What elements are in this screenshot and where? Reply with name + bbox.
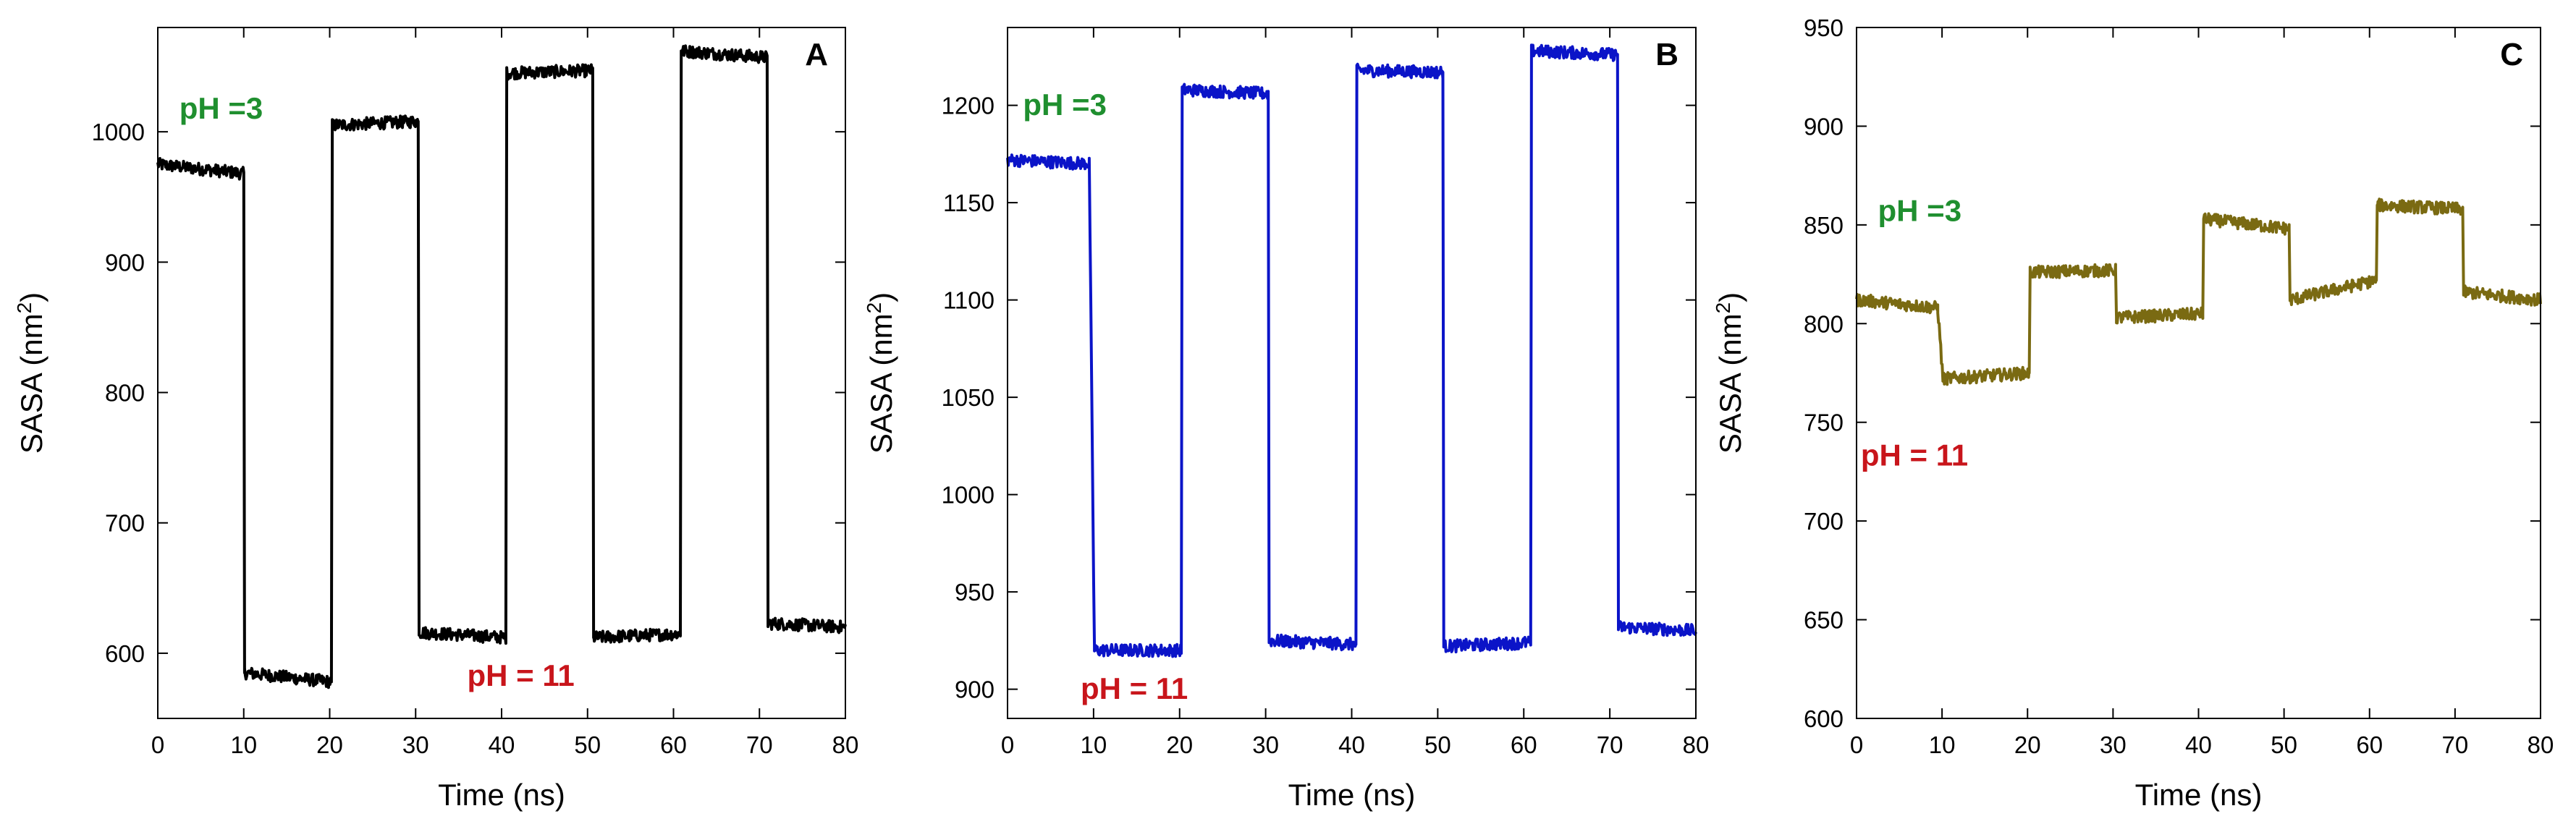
x-axis-label: Time (ns): [1288, 778, 1416, 812]
x-tick-label: 30: [1252, 731, 1279, 758]
x-tick-label: 10: [230, 731, 257, 758]
x-tick-label: 60: [2356, 731, 2383, 758]
y-tick-label: 800: [105, 380, 145, 407]
y-axis-label-superscript: 2: [863, 302, 885, 314]
x-tick-label: 40: [1338, 731, 1365, 758]
y-axis-label-main: SASA (nm: [14, 313, 48, 454]
y-tick-label: 600: [1804, 705, 1844, 732]
x-tick-label: 40: [2185, 731, 2212, 758]
y-tick-label: 700: [1804, 508, 1844, 535]
x-tick-label: 0: [151, 731, 164, 758]
y-axis-label-tail: ): [864, 292, 898, 302]
x-tick-label: 50: [2271, 731, 2297, 758]
x-tick-label: 10: [1929, 731, 1956, 758]
y-axis-label: SASA (nm2): [863, 292, 899, 454]
y-tick-label: 1050: [942, 384, 994, 411]
y-tick-label: 600: [105, 640, 145, 667]
y-tick-label: 950: [955, 579, 994, 606]
x-tick-label: 80: [832, 731, 859, 758]
y-axis-label-superscript: 2: [13, 302, 35, 314]
x-tick-label: 20: [316, 731, 343, 758]
x-tick-label: 10: [1081, 731, 1107, 758]
y-tick-label: 900: [105, 249, 145, 276]
y-tick-label: 850: [1804, 212, 1844, 239]
y-tick-label: 1000: [92, 119, 145, 145]
x-tick-label: 70: [1597, 731, 1623, 758]
plot-frame: [1007, 27, 1697, 719]
x-tick-label: 30: [402, 731, 429, 758]
y-tick-label: 650: [1804, 607, 1844, 634]
annotation-ph-3: pH =3: [1023, 88, 1107, 122]
series-line-sasa: [1006, 43, 1697, 658]
x-tick-label: 0: [1850, 731, 1863, 758]
y-axis-label-main: SASA (nm: [864, 313, 898, 454]
x-tick-label: 50: [1424, 731, 1451, 758]
panel-label: C: [2500, 37, 2523, 72]
y-tick-label: 1000: [942, 482, 994, 509]
x-tick-label: 80: [2528, 731, 2554, 758]
chart-panel-b: 0 10 20 30 40 50 60 70 80 900 950 1000 1050 1100 1150 1…: [863, 27, 1710, 812]
series-line-sasa: [156, 44, 847, 689]
x-tick-label: 70: [2442, 731, 2469, 758]
annotation-ph-11: pH = 11: [1861, 438, 1968, 472]
y-tick-label: 700: [105, 510, 145, 537]
x-tick-label: 20: [2014, 731, 2041, 758]
y-axis-label: SASA (nm2): [13, 292, 49, 454]
series-line-sasa: [1855, 198, 2542, 386]
y-axis-label-main: SASA (nm: [1713, 313, 1747, 454]
x-tick-label: 70: [746, 731, 773, 758]
y-tick-label: 1100: [943, 287, 994, 314]
annotation-ph-11: pH = 11: [468, 658, 575, 692]
y-axis-label: SASA (nm2): [1712, 292, 1748, 454]
x-tick-label: 60: [1511, 731, 1537, 758]
plot-frame: [157, 27, 846, 719]
y-axis-label-tail: ): [14, 292, 48, 302]
x-tick-label: 80: [1683, 731, 1710, 758]
chart-panel-c: 0 10 20 30 40 50 60 70 80 600 650 700 750 800 850 900 95…: [1712, 14, 2554, 812]
panel-label: A: [805, 37, 828, 72]
annotation-ph-11: pH = 11: [1081, 671, 1188, 705]
y-tick-label: 900: [1804, 113, 1844, 140]
x-tick-label: 30: [2100, 731, 2127, 758]
x-tick-label: 50: [574, 731, 601, 758]
y-tick-label: 900: [955, 676, 994, 703]
y-tick-label: 1200: [942, 93, 994, 119]
x-tick-label: 20: [1166, 731, 1193, 758]
annotation-ph-3: pH =3: [180, 91, 263, 125]
panel-label: B: [1655, 37, 1678, 72]
y-tick-label: 750: [1804, 409, 1844, 436]
x-tick-label: 40: [489, 731, 515, 758]
y-axis-label-superscript: 2: [1712, 302, 1734, 314]
annotation-ph-3: pH =3: [1878, 193, 1962, 227]
x-tick-label: 0: [1001, 731, 1014, 758]
y-tick-label: 800: [1804, 310, 1844, 337]
x-tick-label: 60: [660, 731, 687, 758]
plot-frame: [1856, 27, 2541, 719]
x-axis-label: Time (ns): [2135, 778, 2263, 812]
x-axis-label: Time (ns): [438, 778, 565, 812]
chart-panel-a: 0 10 20 30 40 50 60 70 80 600 700 800 900 1000 Time (n…: [13, 27, 859, 812]
y-tick-label: 950: [1804, 14, 1844, 41]
y-axis-label-tail: ): [1713, 292, 1747, 302]
y-tick-label: 1150: [943, 190, 994, 216]
